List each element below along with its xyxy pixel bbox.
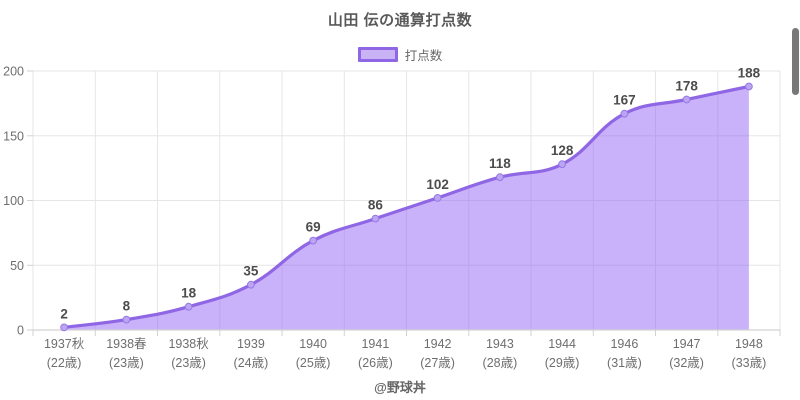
x-tick-label: 1943 [486,337,514,351]
x-tick-label: 1942 [424,337,452,351]
data-label: 8 [123,299,131,314]
data-point[interactable] [247,280,255,289]
data-point[interactable] [745,82,753,91]
data-point[interactable] [558,160,566,169]
data-point[interactable] [433,194,442,202]
x-tick-sublabel: (25歳) [296,356,331,370]
x-tick-label: 1946 [610,337,638,351]
x-tick-label: 1940 [299,337,327,351]
y-tick-label: 200 [3,65,24,79]
legend-swatch [357,46,398,62]
y-tick-label: 0 [17,324,24,338]
x-tick-sublabel: (32歳) [669,356,704,370]
data-label: 86 [368,198,384,213]
x-tick-label: 1939 [237,337,265,351]
data-label: 128 [551,143,574,158]
x-tick-label: 1937秋 [44,337,85,351]
x-tick-sublabel: (23歳) [109,356,144,370]
data-point[interactable] [309,236,318,245]
y-tick-label: 50 [10,259,24,273]
chart-title: 山田 伝の通算打点数 [327,12,473,29]
x-tick-label: 1941 [361,337,389,351]
data-point[interactable] [371,214,380,223]
x-tick-sublabel: (27歳) [420,356,455,370]
data-label: 118 [489,156,511,171]
x-tick-sublabel: (26歳) [358,356,393,370]
data-label: 18 [181,286,197,301]
x-tick-label: 1938秋 [168,337,209,351]
data-point[interactable] [496,173,504,182]
x-tick-sublabel: (29歳) [545,356,580,370]
data-label: 178 [675,79,698,94]
x-tick-sublabel: (24歳) [234,356,269,370]
legend-label: 打点数 [404,48,443,63]
data-label: 188 [738,66,761,81]
data-point[interactable] [60,323,68,332]
data-label: 102 [426,177,449,192]
x-tick-sublabel: (22歳) [47,356,82,370]
x-tick-label: 1944 [548,337,576,351]
x-tick-label: 1947 [673,337,701,351]
x-tick-label: 1948 [735,337,763,351]
data-label: 2 [60,306,68,321]
data-point[interactable] [682,95,691,104]
x-tick-label: 1938春 [106,337,147,351]
data-label: 69 [306,220,321,235]
scrollbar-thumb[interactable] [792,28,799,95]
x-tick-sublabel: (28歳) [483,356,518,370]
data-label: 167 [613,93,636,108]
data-point[interactable] [184,302,193,311]
data-point[interactable] [122,315,131,324]
data-label: 35 [243,264,259,279]
x-tick-sublabel: (33歳) [732,356,767,370]
x-tick-sublabel: (31歳) [607,356,642,370]
x-tick-sublabel: (23歳) [171,356,206,370]
y-tick-label: 150 [3,129,24,143]
watermark-credit: @野球丼 [374,380,426,395]
y-tick-label: 100 [3,194,24,208]
data-point[interactable] [620,109,629,118]
legend[interactable]: 打点数 [0,45,800,63]
